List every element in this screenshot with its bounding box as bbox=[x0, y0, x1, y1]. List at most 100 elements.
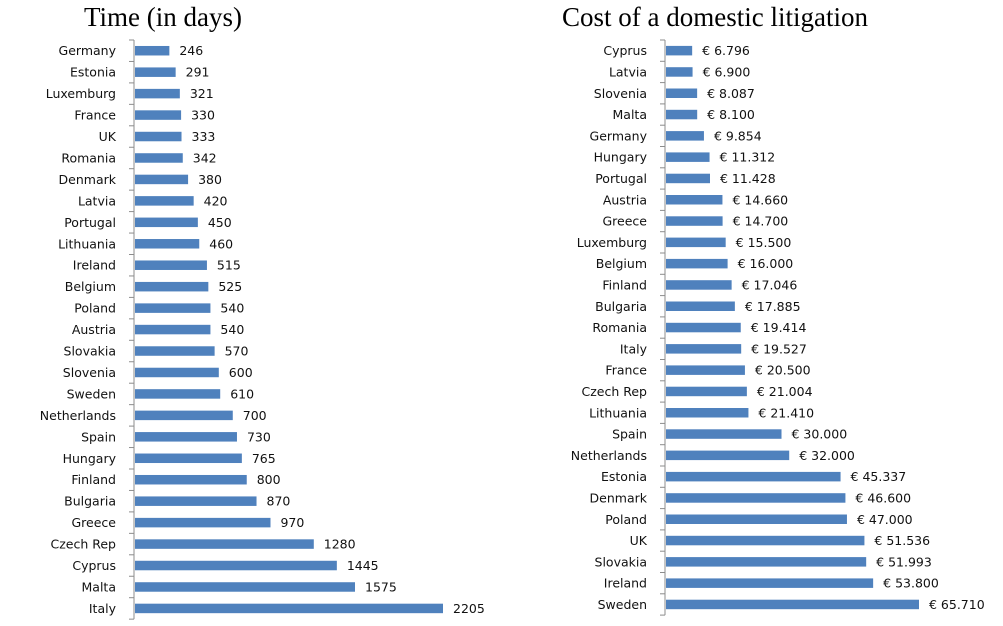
time-value-label: 730 bbox=[247, 429, 271, 444]
cost-value-label: € 30.000 bbox=[792, 427, 848, 442]
time-value-label: 1575 bbox=[365, 579, 397, 594]
cost-category-label: Slovenia bbox=[594, 86, 647, 101]
cost-category-label: Denmark bbox=[590, 490, 648, 505]
time-bar-netherlands bbox=[135, 410, 233, 421]
cost-value-label: € 14.660 bbox=[732, 192, 788, 207]
cost-category-label: Italy bbox=[620, 341, 648, 356]
time-bar-chart: Germany 246 Estonia 291 Luxemburg 321 France 33… bbox=[40, 39, 485, 620]
time-category-label: France bbox=[74, 108, 116, 123]
time-value-label: 515 bbox=[217, 258, 241, 273]
time-bar-cyprus bbox=[135, 560, 337, 571]
cost-category-label: Estonia bbox=[601, 469, 647, 484]
time-value-label: 765 bbox=[252, 451, 276, 466]
cost-category-label: Ireland bbox=[604, 576, 647, 591]
cost-category-label: France bbox=[605, 363, 647, 378]
time-bar-portugal bbox=[135, 217, 198, 228]
cost-bar-czech-rep bbox=[666, 386, 747, 397]
time-bar-slovenia bbox=[135, 367, 219, 378]
time-bar-sweden bbox=[135, 389, 221, 399]
time-bar-france bbox=[135, 110, 182, 120]
cost-category-label: Belgium bbox=[596, 256, 647, 271]
time-value-label: 450 bbox=[208, 215, 232, 230]
cost-bar-sweden bbox=[666, 599, 919, 610]
time-bar-austria bbox=[135, 324, 211, 335]
cost-category-label: UK bbox=[630, 533, 648, 548]
cost-bar-latvia bbox=[666, 67, 693, 77]
cost-value-label: € 51.993 bbox=[876, 554, 932, 569]
time-category-label: Cyprus bbox=[72, 558, 116, 573]
cost-category-label: Sweden bbox=[598, 597, 647, 612]
time-category-label: Finland bbox=[71, 472, 116, 487]
time-value-label: 800 bbox=[257, 472, 281, 487]
time-value-label: 540 bbox=[220, 301, 244, 316]
cost-bar-hungary bbox=[666, 152, 710, 162]
time-value-label: 342 bbox=[193, 150, 217, 165]
cost-category-label: Netherlands bbox=[571, 448, 647, 463]
time-bar-slovakia bbox=[135, 346, 215, 356]
cost-bar-uk bbox=[666, 535, 865, 546]
cost-value-label: € 8.087 bbox=[707, 86, 755, 101]
time-bar-czech-rep bbox=[135, 539, 314, 549]
cost-value-label: € 53.800 bbox=[883, 576, 939, 591]
time-bar-hungary bbox=[135, 453, 242, 464]
time-value-label: 321 bbox=[190, 86, 214, 101]
chart-title-time: Time (in days) bbox=[84, 2, 243, 32]
cost-value-label: € 14.700 bbox=[733, 214, 789, 229]
time-bar-belgium bbox=[135, 281, 209, 292]
cost-bar-romania bbox=[666, 322, 741, 333]
time-bar-italy bbox=[135, 603, 443, 614]
time-value-label: 2205 bbox=[453, 601, 485, 616]
time-value-label: 600 bbox=[229, 365, 253, 380]
time-category-label: Latvia bbox=[78, 193, 116, 208]
time-category-label: Slovakia bbox=[64, 344, 116, 359]
time-category-label: Spain bbox=[81, 429, 116, 444]
time-category-label: Belgium bbox=[65, 279, 116, 294]
cost-category-label: Lithuania bbox=[589, 405, 647, 420]
time-category-label: Denmark bbox=[59, 172, 117, 187]
time-category-label: Italy bbox=[89, 601, 117, 616]
cost-bar-germany bbox=[666, 131, 704, 141]
time-value-label: 610 bbox=[230, 386, 254, 401]
cost-category-label: Luxemburg bbox=[577, 235, 647, 250]
cost-value-label: € 9.854 bbox=[714, 128, 762, 143]
cost-bar-denmark bbox=[666, 493, 846, 503]
cost-bar-ireland bbox=[666, 578, 874, 588]
cost-value-label: € 8.100 bbox=[707, 107, 755, 122]
time-value-label: 970 bbox=[280, 515, 304, 530]
time-bar-finland bbox=[135, 474, 247, 485]
cost-category-label: Poland bbox=[605, 512, 647, 527]
chart-title-cost: Cost of a domestic litigation bbox=[562, 2, 868, 32]
cost-bar-spain bbox=[666, 429, 782, 439]
time-bar-spain bbox=[135, 432, 237, 442]
time-category-label: Romania bbox=[61, 150, 116, 165]
time-bar-latvia bbox=[135, 196, 194, 206]
cost-value-label: € 45.337 bbox=[851, 469, 907, 484]
time-category-label: Netherlands bbox=[40, 408, 116, 423]
time-category-label: Czech Rep bbox=[51, 537, 117, 552]
cost-bar-cyprus bbox=[666, 45, 693, 56]
time-value-label: 570 bbox=[225, 344, 249, 359]
cost-value-label: € 15.500 bbox=[736, 235, 792, 250]
cost-bar-luxemburg bbox=[666, 237, 726, 248]
cost-bar-italy bbox=[666, 344, 742, 354]
cost-value-label: € 11.312 bbox=[720, 150, 776, 165]
cost-category-label: Germany bbox=[590, 128, 648, 143]
cost-value-label: € 16.000 bbox=[738, 256, 794, 271]
time-bar-greece bbox=[135, 517, 271, 528]
time-value-label: 246 bbox=[179, 43, 203, 58]
cost-value-label: € 19.527 bbox=[751, 341, 807, 356]
cost-value-label: € 46.600 bbox=[855, 490, 911, 505]
cost-bar-netherlands bbox=[666, 450, 790, 461]
cost-value-label: € 32.000 bbox=[799, 448, 855, 463]
cost-bar-estonia bbox=[666, 471, 841, 482]
cost-bar-bulgaria bbox=[666, 301, 735, 311]
time-category-label: Ireland bbox=[73, 258, 116, 273]
time-value-label: 870 bbox=[267, 494, 291, 509]
time-bar-estonia bbox=[135, 67, 176, 77]
cost-value-label: € 21.004 bbox=[757, 384, 813, 399]
time-value-label: 460 bbox=[209, 236, 233, 251]
cost-value-label: € 6.796 bbox=[702, 43, 750, 58]
time-value-label: 330 bbox=[191, 108, 215, 123]
time-category-label: Sweden bbox=[67, 386, 116, 401]
